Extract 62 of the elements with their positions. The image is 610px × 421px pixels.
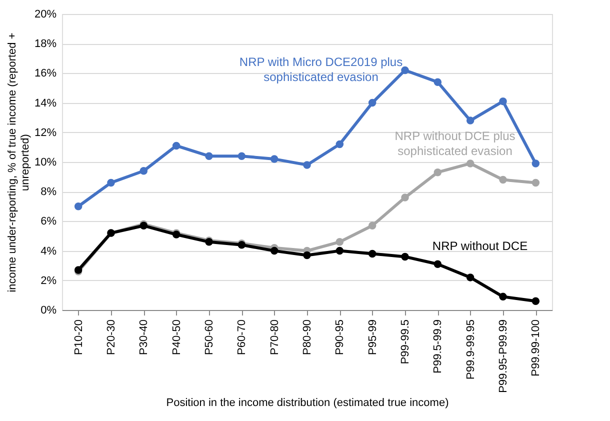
y-tick-label: 4% [40,245,57,258]
y-tick-label: 16% [34,68,57,80]
y-tick-label: 20% [34,8,57,20]
point [303,161,311,169]
x-tick-label: P70-80 [268,320,281,355]
x-axis-title: Position in the income distribution (estimated true income) [166,396,449,409]
point [172,142,180,150]
point [434,168,442,176]
x-tick-label: P95-99 [366,320,379,355]
x-tick-label: P10-20 [72,320,85,355]
point [466,274,474,282]
x-tick-label: P80-90 [302,320,314,355]
point [336,140,344,148]
x-tick-label: P90-95 [334,320,346,355]
annotation: NRP without DCE [432,239,528,253]
point [107,178,115,187]
annotation: NRP without DCE plus sophisticated evasion [394,129,516,158]
point [270,246,278,255]
y-tick-label: 6% [40,216,57,228]
point [466,116,474,124]
x-tick-label: P50-60 [204,320,216,355]
point [401,66,409,74]
x-tick-label: P60-70 [236,320,248,355]
y-tick-label: 8% [40,186,57,198]
point [270,155,278,163]
annotation: NRP with Micro DCE2019 plus sophisticated evasion [239,55,403,84]
point [434,260,442,268]
y-tick-label: 0% [40,304,57,316]
point [140,167,148,175]
point [368,222,376,230]
point [368,250,376,258]
y-tick-label: 12% [34,126,57,139]
y-axis-title: income under-reporting, % of true income (reported + unreported) [6,32,32,292]
point [532,297,540,305]
point [532,160,540,168]
x-tick-label: P20-30 [106,320,118,355]
y-tick-label: 10% [34,156,57,168]
point [401,252,409,261]
point [336,238,344,246]
point [368,98,376,107]
x-tick-label: P99.99-100 [530,320,542,376]
point [499,97,507,106]
point [532,178,540,187]
point [466,160,474,168]
y-tick-label: 2% [40,274,57,287]
point [499,292,507,301]
point [74,202,82,210]
point [336,246,344,255]
x-tick-label: P99-99.5 [400,320,412,364]
x-tick-label: P99.95-P99.99 [498,320,510,393]
point [238,152,246,160]
point [303,251,311,260]
y-tick-label: 18% [34,38,57,50]
point [205,152,213,160]
x-tick-label: P99.9-99.95 [464,320,477,380]
x-tick-label: P99.5-99.9 [432,320,444,374]
y-tick-label: 14% [34,97,57,110]
point [434,78,442,86]
x-tick-label: P30-40 [138,320,150,355]
point [499,176,507,184]
x-tick-label: P40-50 [170,320,183,355]
point [401,194,409,202]
